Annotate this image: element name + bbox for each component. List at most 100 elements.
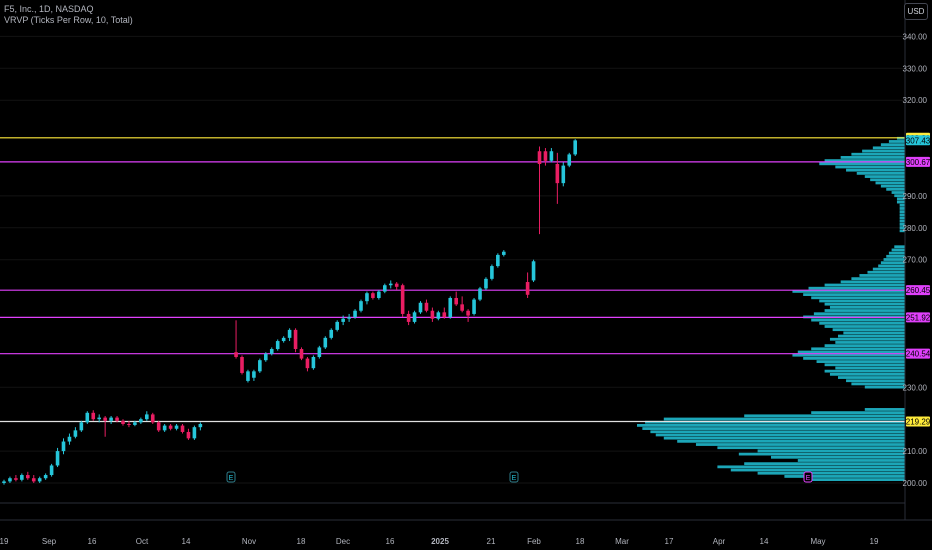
volume-profile-row [883, 258, 905, 261]
volume-profile-row [886, 187, 905, 191]
candle-body [335, 321, 339, 330]
candle-body [145, 414, 149, 420]
price-axis[interactable]: 340.00 330.00 320.00 290.00 280.00 270.00 230.… [903, 32, 928, 488]
candle-body [26, 475, 30, 479]
candle-body [156, 422, 161, 431]
candle-body [133, 422, 137, 425]
price-tick-label: 270.00 [903, 256, 928, 265]
volume-profile-row [856, 171, 905, 175]
volume-profile-row [899, 210, 905, 214]
indicator-title[interactable]: VRVP (Ticks Per Row, 10, Total) [4, 15, 133, 25]
candle-body [377, 291, 381, 298]
grid [0, 35, 905, 484]
volume-profile-row [864, 175, 905, 178]
candle-body [67, 436, 72, 442]
volume-profile-row [808, 286, 905, 290]
level-price-label: 307.43 [906, 136, 931, 145]
candle-body [466, 310, 470, 316]
level-price-tag [906, 348, 930, 359]
earnings-marker-label: E [806, 475, 811, 482]
volume-profile-row [878, 264, 905, 268]
candle-body [442, 312, 447, 318]
candle-body [448, 297, 453, 318]
volume-profile-row [642, 427, 905, 430]
volume-profile-row [757, 449, 905, 453]
candle-body [537, 151, 542, 164]
price-tick-label: 230.00 [903, 383, 928, 392]
volume-profile-row [835, 366, 905, 370]
level-price-tag [906, 156, 930, 167]
time-tick-label: 19 [870, 537, 879, 546]
candle-body [531, 261, 536, 281]
candle-body [8, 478, 12, 482]
volume-profile-row [824, 344, 905, 348]
volume-profile-row [880, 261, 905, 265]
time-tick-label: 17 [665, 537, 674, 546]
volume-profile-row [899, 216, 905, 220]
volume-profile-row [843, 331, 905, 335]
volume-profile-row [894, 245, 905, 249]
currency-button[interactable]: USD [904, 3, 928, 20]
volume-profile-row [816, 360, 905, 363]
volume-profile-row [864, 408, 905, 411]
level-price-tag [906, 135, 930, 146]
time-tick-label: 14 [182, 537, 191, 546]
candle-body [281, 337, 286, 342]
volume-profile-row [811, 411, 905, 415]
volume-profile-row [888, 251, 905, 255]
price-tick-label: 340.00 [903, 32, 928, 41]
candle-body [353, 310, 357, 318]
candle-body [168, 425, 173, 429]
candle-body [359, 301, 363, 311]
volume-profile-row [819, 162, 905, 166]
candle-body [186, 431, 191, 439]
candle-body [258, 360, 262, 372]
chart-legend: F5, Inc., 1D, NASDAQ VRVP (Ticks Per Row… [4, 4, 133, 26]
volume-profile-row [645, 420, 905, 424]
volume-profile-row [899, 213, 905, 217]
candle-body [549, 151, 554, 161]
candle-body [37, 478, 42, 482]
volume-profile-row [851, 382, 905, 386]
volume-profile-row [824, 363, 905, 367]
candle-body [329, 329, 334, 338]
time-axis[interactable]: 19 Sep 16 Oct 14 Nov 18 Dec 16 2025 21 Feb 18 Mar 17 Ap… [0, 537, 879, 546]
time-tick-label: Oct [136, 537, 149, 546]
volume-profile-row [730, 468, 905, 472]
volume-profile-row [824, 325, 905, 328]
volume-profile-row [846, 379, 905, 383]
volume-profile-row [824, 302, 905, 306]
candle-body [115, 417, 119, 421]
volume-profile-row [784, 475, 905, 478]
volume-profile-row [824, 369, 905, 373]
volume-profile-row [899, 207, 905, 210]
volume-profile-row [867, 270, 905, 274]
volume-profile-row [835, 165, 905, 169]
candle-body [490, 266, 494, 279]
candle-body [573, 140, 577, 155]
candle-body [14, 478, 18, 480]
level-price-tag [906, 285, 930, 296]
candle-body [412, 312, 417, 322]
volume-profile-row [717, 465, 905, 469]
volume-profile-row [771, 455, 905, 459]
candle-body [400, 285, 405, 314]
candle-body [424, 302, 429, 311]
candle-body [347, 317, 351, 319]
earnings-marker-label: E [229, 475, 234, 482]
candle-body [275, 341, 280, 350]
time-tick-label: Feb [527, 537, 541, 546]
candle-body [264, 353, 268, 361]
volume-profile-row [811, 478, 905, 482]
volume-profile-row [872, 267, 905, 271]
volume-profile-row [811, 296, 905, 300]
horizontal-levels: 308.21307.43300.67260.45251.92240.54219.… [0, 132, 931, 427]
candle-body [85, 412, 90, 423]
level-price-label: 219.29 [906, 417, 931, 426]
symbol-title[interactable]: F5, Inc., 1D, NASDAQ [4, 4, 94, 14]
volume-profile-row [663, 417, 905, 421]
level-price-label: 240.54 [906, 350, 931, 359]
candle-body [484, 278, 488, 289]
